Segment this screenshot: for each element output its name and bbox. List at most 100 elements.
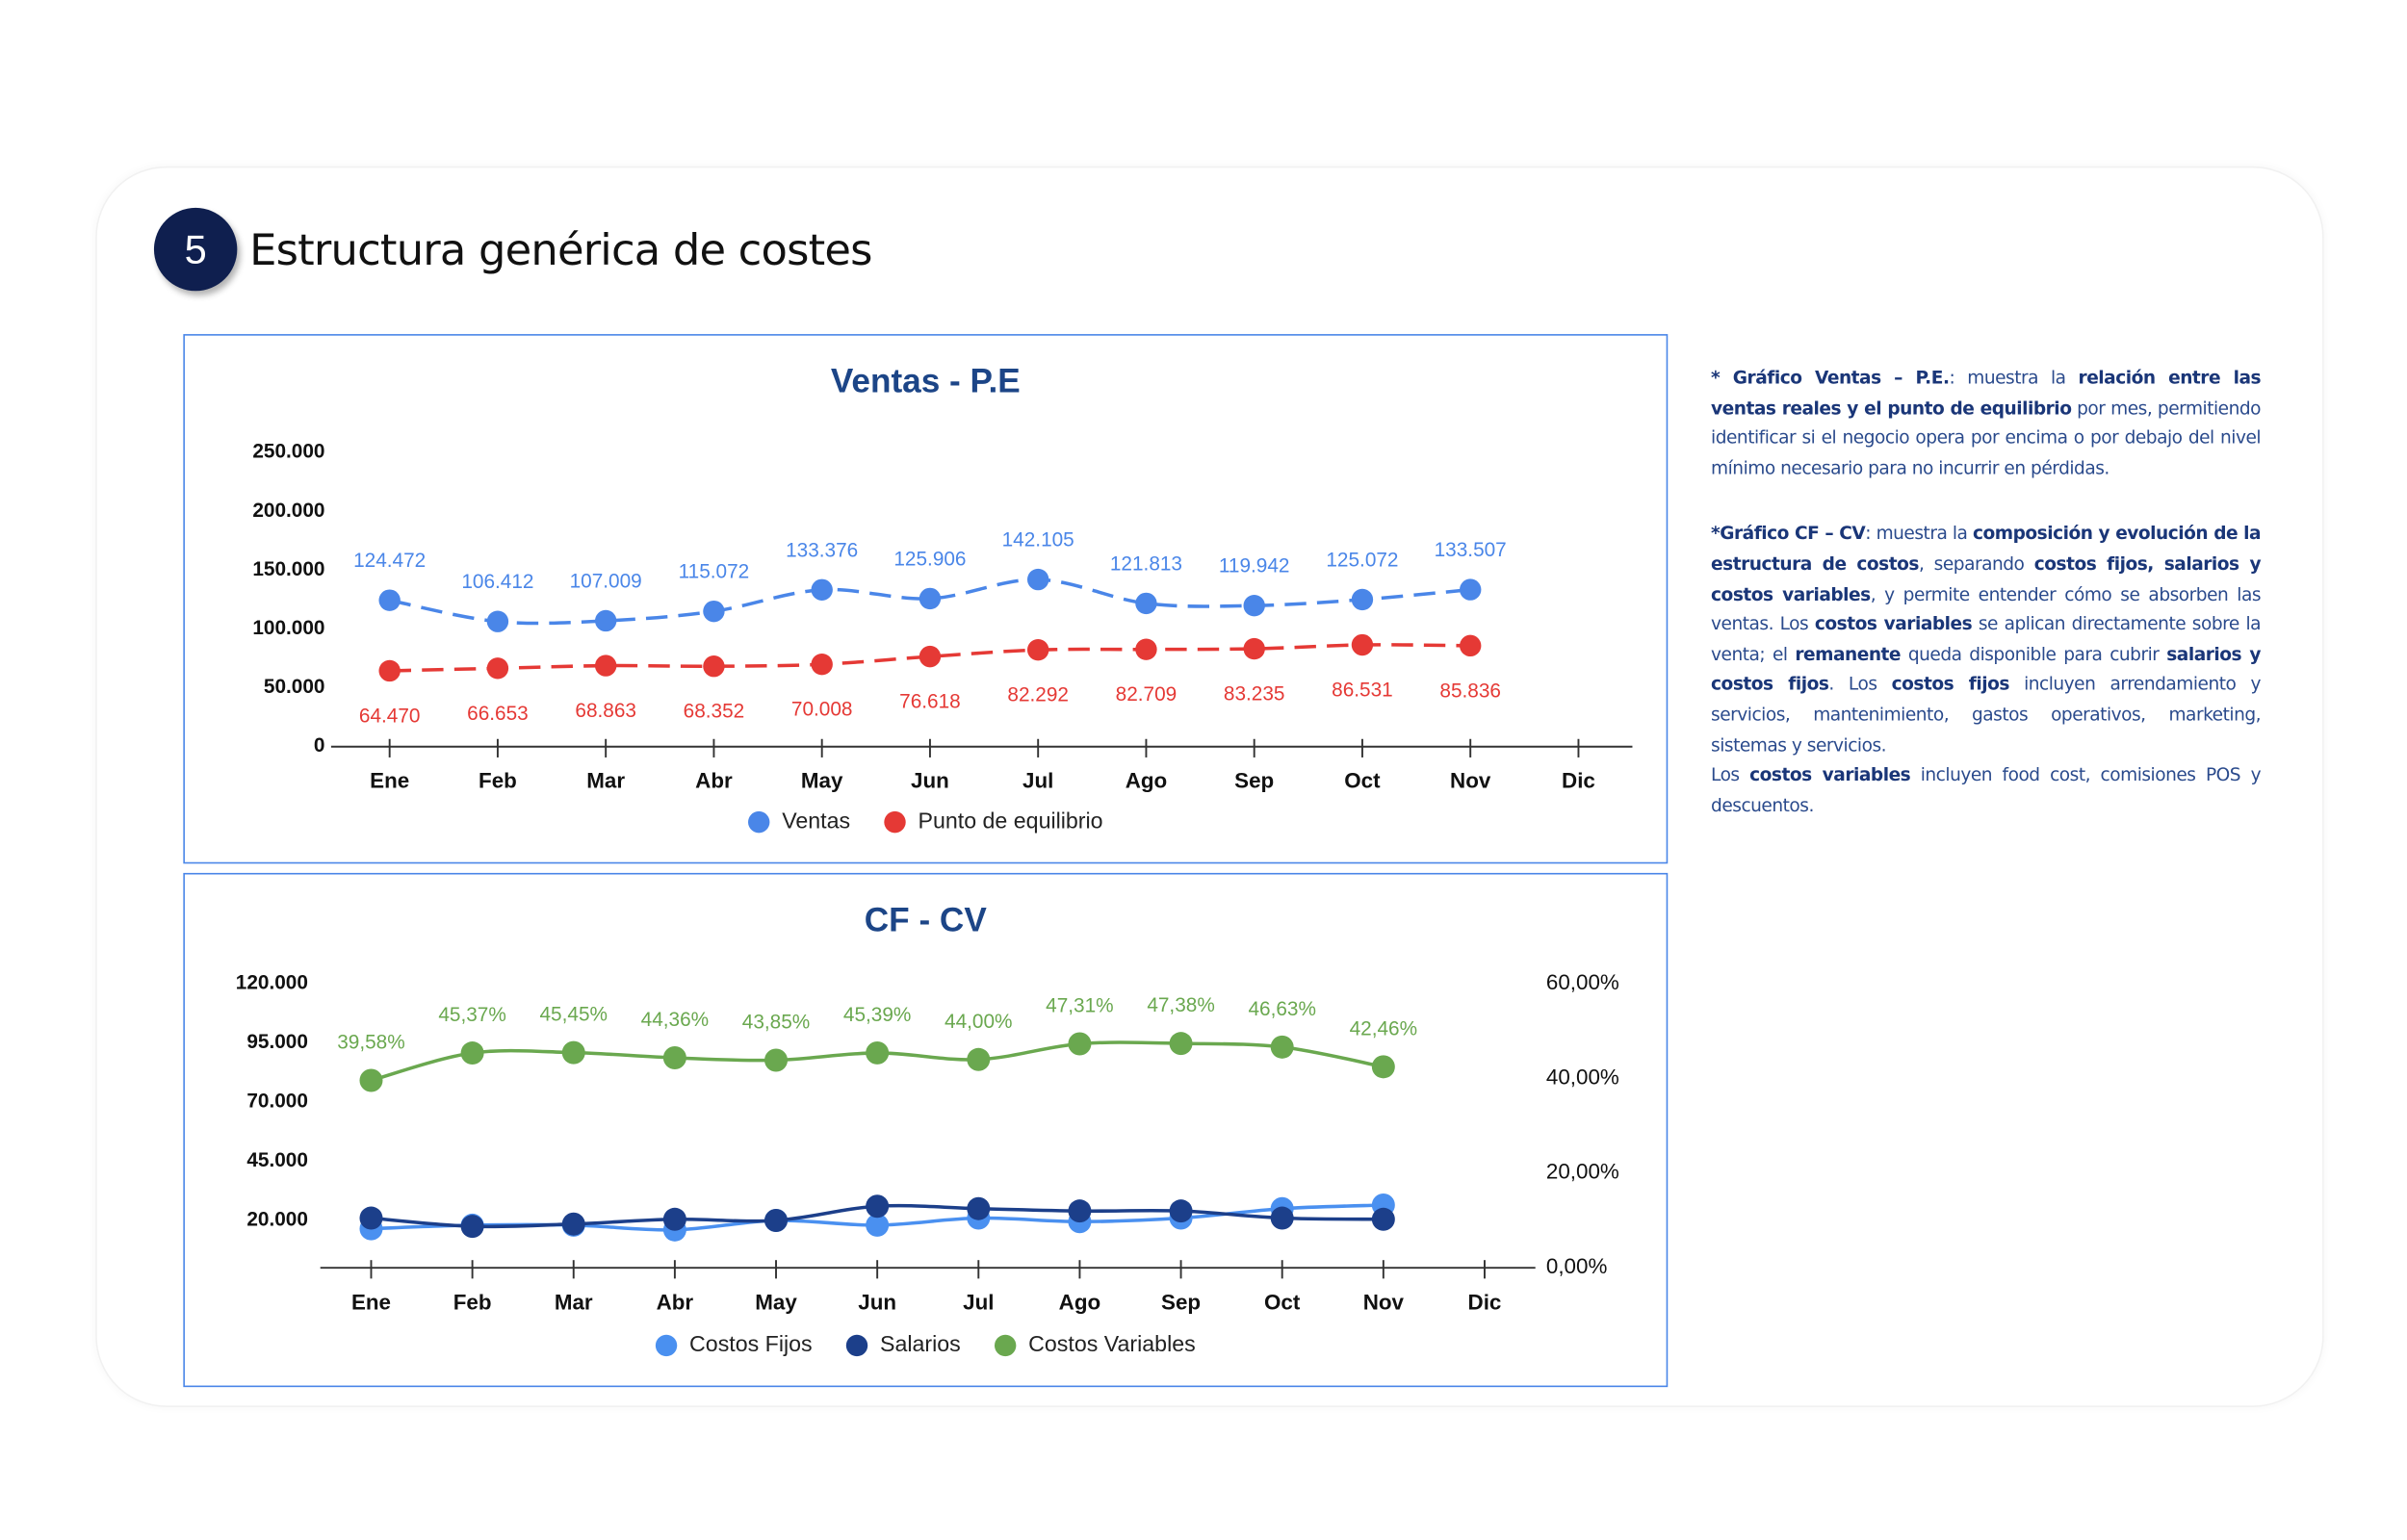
note-text: , y permite entender cómo se absorben la… [1711, 582, 2262, 635]
section-title: Estructura genérica de costes [249, 224, 872, 276]
legend-marker [845, 1334, 868, 1357]
note-text: *Gráfico CF – CV [1711, 522, 1866, 545]
data-label: 68.863 [575, 700, 636, 722]
x-tick-label: Dic [1562, 768, 1595, 792]
note-paragraph: Los costos variables incluyen food cost,… [1711, 760, 2262, 821]
note-text: costos variables [1814, 612, 1973, 635]
data-point [866, 1040, 890, 1065]
y-tick-label: 120.000 [236, 972, 308, 994]
x-tick-label: Jul [1022, 768, 1053, 792]
y-tick-label: 50.000 [264, 676, 325, 698]
legend-label: Costos Variables [1028, 1331, 1196, 1356]
data-point [594, 609, 617, 632]
data-point [1068, 1032, 1092, 1056]
note-paragraph: * Gráfico Ventas – P.E.: muestra la rela… [1711, 363, 2262, 483]
data-label: 45,45% [540, 1004, 608, 1026]
data-label: 68.352 [684, 701, 745, 723]
series-line [389, 578, 1471, 626]
data-point [1026, 638, 1049, 661]
data-point [359, 1206, 383, 1230]
section-number: 5 [153, 207, 238, 292]
data-label: 45,39% [843, 1004, 911, 1026]
x-tick-label: Oct [1344, 768, 1381, 792]
chart-title: Ventas - P.E [831, 363, 1021, 400]
y-tick-label: 45.000 [246, 1149, 308, 1171]
chart-frame [183, 334, 1669, 864]
data-label: 64.470 [359, 705, 421, 727]
note-text: : muestra la [1865, 522, 1973, 545]
y2-tick-label: 20,00% [1546, 1160, 1619, 1184]
data-point [1351, 633, 1374, 656]
data-point [378, 659, 401, 682]
y-tick-label: 0 [314, 734, 325, 757]
data-label: 115.072 [679, 561, 750, 583]
note-text: composición y evolución de la estructura… [1711, 522, 2262, 575]
data-label: 66.653 [467, 703, 529, 725]
x-tick-label: Abr [695, 768, 733, 792]
note-text: , separando [1918, 552, 2034, 575]
data-point [1135, 638, 1157, 660]
legend-marker [884, 810, 906, 834]
data-label: 76.618 [899, 691, 961, 713]
note-text: remanente [1795, 643, 1902, 665]
legend-label: Salarios [880, 1331, 961, 1356]
data-label: 45,37% [438, 1004, 505, 1026]
data-label: 85.836 [1439, 680, 1501, 702]
x-tick-label: Feb [479, 768, 517, 792]
data-label: 44,36% [641, 1009, 709, 1031]
x-tick-label: Abr [657, 1291, 694, 1315]
chart-title: CF - CV [865, 901, 988, 938]
y-tick-label: 20.000 [246, 1208, 308, 1230]
data-point [703, 655, 725, 678]
data-point [561, 1040, 585, 1065]
data-point [1270, 1206, 1294, 1230]
data-point [919, 645, 942, 668]
data-point [866, 1194, 890, 1219]
data-point [1068, 1199, 1092, 1223]
data-point [486, 610, 509, 632]
note-text: incluyen arrendamiento y servicios, mant… [1711, 673, 2262, 756]
x-tick-label: Ene [370, 768, 409, 792]
data-label: 125.906 [893, 548, 966, 570]
data-point [1371, 1207, 1395, 1231]
data-label: 124.472 [353, 550, 426, 572]
note-text: salarios y costos fijos [1711, 643, 2262, 695]
data-label: 42,46% [1350, 1017, 1417, 1040]
y-tick-label: 70.000 [246, 1091, 308, 1113]
x-tick-label: Jul [963, 1291, 994, 1315]
x-tick-label: Nov [1450, 768, 1491, 792]
note-paragraph: *Gráfico CF – CV: muestra la composición… [1711, 520, 2262, 761]
data-point [866, 1213, 890, 1237]
y-tick-label: 150.000 [252, 558, 324, 580]
x-tick-label: Sep [1161, 1291, 1201, 1315]
x-tick-label: Feb [453, 1291, 492, 1315]
note-text: se aplican directamente sobre la venta; … [1711, 612, 2262, 665]
y-tick-label: 95.000 [246, 1031, 308, 1053]
data-point [967, 1047, 991, 1071]
note-text: . Los [1828, 673, 1892, 695]
data-label: 39,58% [337, 1032, 404, 1054]
y2-tick-label: 40,00% [1546, 1065, 1619, 1089]
data-label: 47,31% [1046, 995, 1113, 1017]
data-label: 125.072 [1326, 549, 1398, 571]
legend-marker [655, 1334, 678, 1357]
data-point [967, 1196, 991, 1220]
data-point [1135, 592, 1157, 615]
data-label: 43,85% [742, 1012, 810, 1034]
y-tick-label: 100.000 [252, 617, 324, 639]
data-point [703, 600, 725, 623]
data-label: 133.376 [786, 539, 858, 561]
note-text: Los [1711, 763, 1750, 785]
data-point [1243, 594, 1265, 617]
data-point [460, 1041, 484, 1065]
card [95, 166, 2324, 1407]
data-label: 70.008 [791, 699, 853, 721]
y-tick-label: 200.000 [252, 500, 324, 522]
x-tick-label: Mar [586, 768, 625, 792]
data-point [1243, 637, 1265, 660]
data-point [1460, 578, 1482, 601]
y2-tick-label: 60,00% [1546, 970, 1619, 994]
legend-marker [994, 1334, 1017, 1357]
legend-marker [748, 810, 770, 834]
